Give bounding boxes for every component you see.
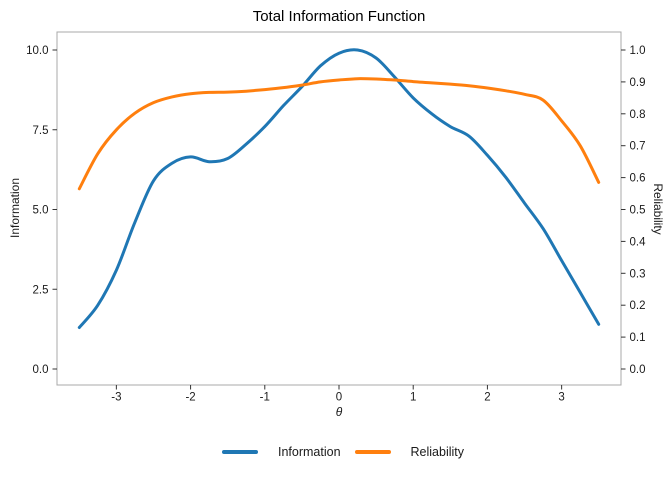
y-right-tick-label: 0.5 [630, 205, 646, 217]
legend: Information Reliability [7, 445, 672, 459]
y-right-tick-label: 0.0 [630, 364, 646, 376]
y-right-tick-label: 0.4 [630, 236, 647, 248]
y-right-tick-label: 1.0 [630, 45, 646, 57]
y-left-tick-label: 10.0 [26, 45, 48, 57]
y-right-tick-label: 0.7 [630, 141, 646, 153]
information-line-swatch [221, 450, 258, 454]
chart-title: Total Information Function [252, 8, 426, 25]
y-left-tick-label: 2.5 [33, 284, 49, 296]
y-right-tick-label: 0.2 [630, 300, 646, 312]
legend-label-information: Information [277, 445, 341, 459]
y-axis-label-left: Information [8, 177, 22, 239]
y-right-tick-label: 0.6 [630, 173, 646, 185]
x-tick-label: 0 [336, 392, 342, 404]
x-axis-label: θ [335, 405, 343, 419]
y-right-tick-label: 0.1 [630, 332, 646, 344]
x-tick-label: -2 [185, 392, 195, 404]
y-right-tick-label: 0.9 [630, 77, 646, 89]
reliability-line-swatch [354, 450, 391, 454]
legend-label-reliability: Reliability [410, 445, 465, 459]
x-tick-label: 2 [484, 392, 490, 404]
reliability-line [77, 77, 601, 191]
legend-item-information: Information [221, 445, 341, 459]
y-axis-label-right: Reliability [651, 183, 665, 235]
y-right-tick-label: 0.3 [630, 268, 646, 280]
x-tick-label: 1 [410, 392, 416, 404]
y-right-tick-label: 0.8 [630, 109, 646, 121]
y-left-tick-label: 7.5 [33, 125, 49, 137]
y-left-tick-label: 0.0 [33, 364, 49, 376]
y-left-tick-label: 5.0 [33, 205, 49, 217]
legend-item-reliability: Reliability [354, 445, 465, 459]
x-tick-label: -3 [111, 392, 121, 404]
information-line [77, 48, 601, 329]
x-tick-label: 3 [558, 392, 564, 404]
x-tick-label: -1 [260, 392, 270, 404]
